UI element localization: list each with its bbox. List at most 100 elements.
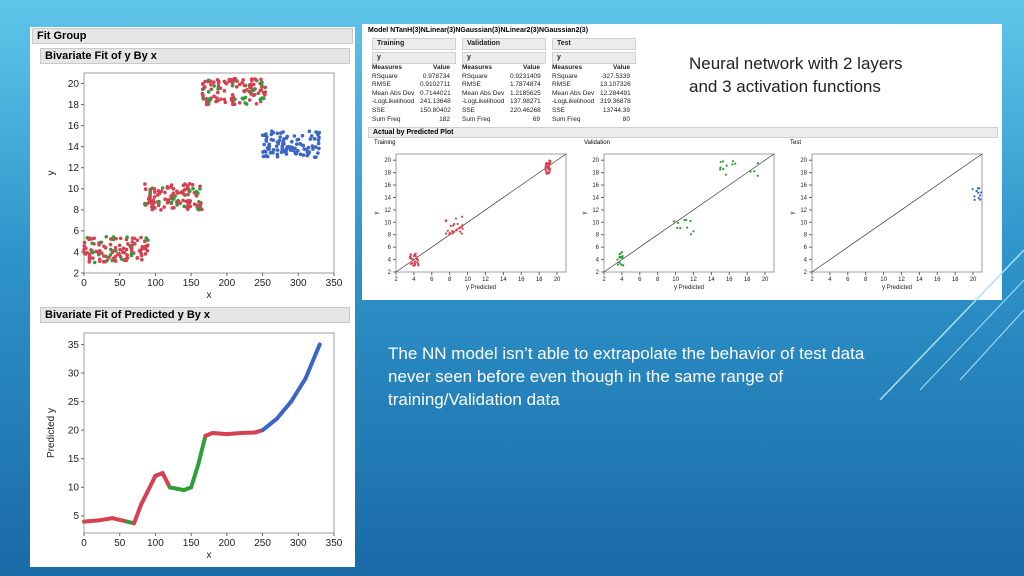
y-tick-label: 6	[596, 245, 600, 251]
measure-name: SSE	[372, 106, 386, 114]
measure-value: 0.978734	[422, 72, 450, 80]
data-point	[249, 78, 254, 83]
data-point	[186, 192, 190, 197]
data-point	[260, 83, 264, 88]
curve-segment	[96, 516, 115, 523]
curve-segment	[210, 431, 229, 437]
curve-segment	[139, 473, 158, 507]
y-tick-label: 4	[596, 258, 600, 264]
avp-point	[976, 187, 980, 190]
data-point	[149, 204, 154, 209]
extrapolate-caption: The NN model isn’t able to extrapolate t…	[388, 344, 865, 409]
plot-frame	[83, 72, 335, 274]
data-point	[160, 186, 165, 190]
plot-frame	[603, 153, 775, 273]
plot1-header[interactable]: Bivariate Fit of y By x	[40, 48, 350, 64]
measure-value: 12.284491	[600, 89, 631, 97]
data-point	[130, 236, 135, 240]
data-point	[143, 239, 147, 244]
data-point	[227, 77, 232, 82]
data-point	[264, 132, 268, 136]
avp-point	[685, 218, 688, 222]
diagonal-line	[811, 153, 983, 273]
data-point	[92, 260, 97, 265]
data-point	[111, 256, 116, 261]
data-point	[91, 250, 95, 255]
data-point	[153, 206, 157, 210]
avp-point	[409, 256, 412, 259]
data-point	[271, 148, 276, 152]
set-name-0[interactable]: Training	[372, 38, 456, 50]
x-axis-label: y Predicted	[674, 285, 704, 291]
x-tick-label: 2	[602, 277, 606, 283]
avp-point	[676, 221, 680, 224]
x-tick-label: 6	[430, 277, 434, 283]
avp-point	[460, 232, 463, 235]
set-y-2[interactable]: y	[552, 52, 636, 64]
avp-point	[412, 259, 415, 262]
avp-point	[415, 258, 418, 261]
data-point	[296, 137, 301, 142]
curve-segment	[167, 485, 186, 493]
set-y-1[interactable]: y	[462, 52, 546, 64]
avp-header[interactable]: Actual by Predicted Plot	[368, 127, 998, 138]
set-name-1[interactable]: Validation	[462, 38, 546, 50]
avp-point	[725, 164, 728, 167]
measure-name: SSE	[462, 106, 476, 114]
data-point	[182, 204, 187, 209]
measure-row: Sum Freq 69	[462, 116, 546, 125]
data-point	[251, 88, 256, 93]
y-tick-label: 14	[384, 195, 391, 201]
data-point	[118, 236, 123, 241]
data-point	[139, 235, 143, 240]
avp-point	[616, 258, 619, 261]
x-tick-label: 18	[744, 277, 751, 283]
y-axis-label: y	[374, 212, 380, 215]
data-point	[242, 83, 247, 88]
measure-name: -LogLikelihood	[372, 98, 415, 106]
curve-segment	[160, 471, 172, 490]
fit-group-header[interactable]: Fit Group	[32, 28, 353, 44]
avp-point	[621, 264, 624, 267]
x-tick-label: 8	[448, 277, 452, 283]
curve-segment	[289, 376, 308, 404]
data-point	[204, 99, 209, 104]
measure-row: SSE 220.46268	[462, 107, 546, 116]
data-point	[212, 84, 216, 88]
deco-line-1	[879, 250, 1024, 401]
measure-row: -LogLikelihood 241.13648	[372, 98, 456, 107]
measure-value: 241.13648	[420, 98, 451, 106]
plot2-header[interactable]: Bivariate Fit of Predicted y By x	[40, 307, 350, 323]
avp-point	[719, 166, 722, 169]
y-tick-label: 20	[800, 158, 807, 164]
avp-point	[444, 232, 448, 235]
data-point	[313, 145, 318, 149]
measure-value: 13744.39	[602, 106, 630, 114]
x-tick-label: 18	[952, 277, 959, 283]
data-point	[179, 190, 183, 195]
measure-value: 0.9102711	[420, 81, 451, 89]
x-tick-label: 200	[219, 278, 236, 289]
data-point	[114, 236, 118, 241]
data-point	[209, 82, 213, 87]
x-tick-label: 6	[846, 277, 850, 283]
y-tick-label: 12	[68, 163, 80, 174]
data-point	[241, 96, 246, 101]
avp-point	[977, 197, 980, 200]
measure-value: 319.36878	[600, 98, 631, 106]
avp-point	[619, 255, 623, 259]
data-point	[183, 187, 188, 192]
avp-point	[416, 261, 419, 264]
data-point	[182, 192, 186, 196]
y-tick-label: 2	[73, 268, 79, 279]
data-point	[261, 154, 266, 159]
set-y-0[interactable]: y	[372, 52, 456, 64]
y-axis-label: y	[582, 212, 588, 215]
x-tick-label: 250	[254, 538, 271, 549]
data-point	[143, 182, 147, 186]
avp-point	[547, 168, 550, 171]
data-point	[140, 257, 144, 262]
measure-name: Mean Abs Dev	[462, 89, 505, 97]
set-name-2[interactable]: Test	[552, 38, 636, 50]
avp-point	[448, 233, 451, 236]
